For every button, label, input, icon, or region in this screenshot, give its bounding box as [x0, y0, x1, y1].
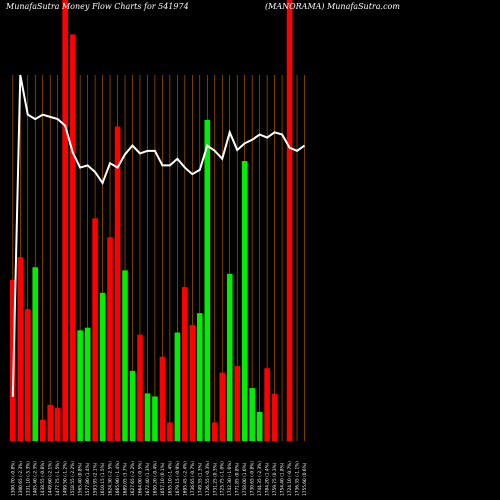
x-tick-label: 1449.60 (-2.1%) [48, 461, 54, 496]
bar [39, 419, 46, 441]
x-tick-label: 1726.55 (-0.3%) [205, 461, 211, 496]
x-tick-label: 1650.20 (-0.4%) [152, 461, 158, 496]
grid-lines [12, 75, 305, 441]
bar [241, 160, 248, 441]
bar [219, 372, 226, 441]
bar [54, 407, 61, 441]
bars [10, 0, 293, 442]
bar [152, 396, 158, 441]
bar [99, 292, 106, 441]
bar [167, 422, 173, 441]
price-line [11, 74, 306, 397]
x-tick-label: 1518.55 (-2.2%) [70, 461, 76, 496]
x-tick-label: 1771.85 (0.8%) [235, 462, 241, 496]
x-tick-label: 1655.10 (-1.4%) [167, 461, 173, 496]
x-tick-label: 1665.90 (-1.4%) [115, 461, 121, 496]
x-tick-label: 1300.70 (-0.8%) [10, 461, 16, 496]
x-tick-label: 1577.80 (1.4%) [85, 462, 91, 496]
series-line [11, 74, 306, 397]
bar [32, 267, 39, 441]
x-tick-label: 1438.55 (-0.8%) [40, 461, 46, 496]
bar [234, 366, 240, 441]
bar [84, 327, 91, 441]
x-tick-label: 1300.65 (-2.3%) [18, 461, 24, 496]
x-tick-label: 1759.75 (0.3%) [272, 462, 278, 496]
bar [264, 368, 270, 441]
chart-title: MunafaSutra Money Flow Charts for 541974 [6, 2, 189, 11]
x-tick-label: 1736.65 (-0.7%) [190, 461, 196, 496]
x-tick-label: 1593.95 (2.1%) [93, 462, 99, 496]
bar [159, 356, 166, 441]
x-tick-label: 1744.35 (-2.3%) [257, 461, 263, 496]
x-tick-label: 1730.65 (-0.8%) [250, 461, 256, 496]
bar [17, 257, 24, 441]
x-tick-label: 1657.10 (0.1%) [160, 462, 166, 496]
x-tick-label: 1784.20 (1.4%) [265, 462, 271, 496]
x-tick-label: 1499.50 (-1.2%) [63, 461, 69, 496]
bar [137, 334, 143, 441]
x-tick-label: 1627.65 (-2.2%) [130, 461, 136, 496]
bar [204, 119, 211, 442]
bar [69, 34, 76, 441]
x-tick-label: 1755.60 (0.6%) [302, 462, 308, 496]
x-tick-label: 1624.30 (-2.5%) [108, 461, 114, 496]
bar [47, 404, 53, 441]
x-tick-label: 1731.25 (0.3%) [212, 462, 218, 496]
bar [271, 393, 278, 441]
x-tick-label: 1565.40 (0.8%) [78, 462, 84, 496]
bar [107, 237, 113, 441]
bar [24, 309, 31, 441]
x-tick-label: 1725.75 (-1.0%) [220, 461, 226, 496]
x-tick-label: 1679.15 (-0.9%) [175, 461, 181, 496]
x-tick-label: 1736.35 (-1.1%) [295, 461, 301, 496]
x-tick-label: 1672.40 (1.3%) [145, 462, 151, 496]
x-tick-labels: 1300.70 (-0.8%) 1300.65 (-2.3%) 1331.10 (-… [10, 461, 308, 496]
x-tick-label: 1477.75 (-1.5%) [55, 461, 61, 496]
bar [211, 422, 218, 441]
bar [189, 325, 196, 441]
x-tick-label: 1758.00 (1.6%) [242, 462, 248, 496]
chart-subtitle: (MANORAMA) MunafaSutra.com [265, 2, 400, 11]
bar [122, 270, 128, 441]
bar [129, 370, 136, 441]
bar [249, 388, 255, 441]
bar [62, 0, 68, 441]
bar [197, 313, 203, 441]
x-tick-label: 1689.05 (3.7%) [123, 462, 129, 496]
x-tick-label: 1695.45 (-2.4%) [182, 461, 188, 496]
x-tick-label: 1610.15 (1.5%) [100, 462, 106, 496]
x-tick-label: 1724.10 (-0.7%) [287, 461, 293, 496]
bar [182, 287, 188, 441]
x-tick-label: 1664.00 (-0.5%) [137, 461, 143, 496]
x-tick-label: 1754.40 (1.8%) [280, 462, 286, 496]
bar [114, 126, 121, 441]
bar [256, 411, 263, 441]
x-tick-label: 1331.10 (-5.3%) [25, 461, 31, 496]
bar [77, 330, 83, 441]
bar [286, 0, 293, 441]
x-tick-label: 1742.30 (-1.6%) [227, 461, 233, 496]
bar [92, 218, 98, 441]
bar [174, 332, 181, 441]
bar [226, 273, 233, 441]
bar [144, 393, 151, 441]
x-tick-label: 1405.40 (-2.3%) [33, 461, 39, 496]
x-tick-label: 1749.35 (1.3%) [197, 462, 203, 496]
